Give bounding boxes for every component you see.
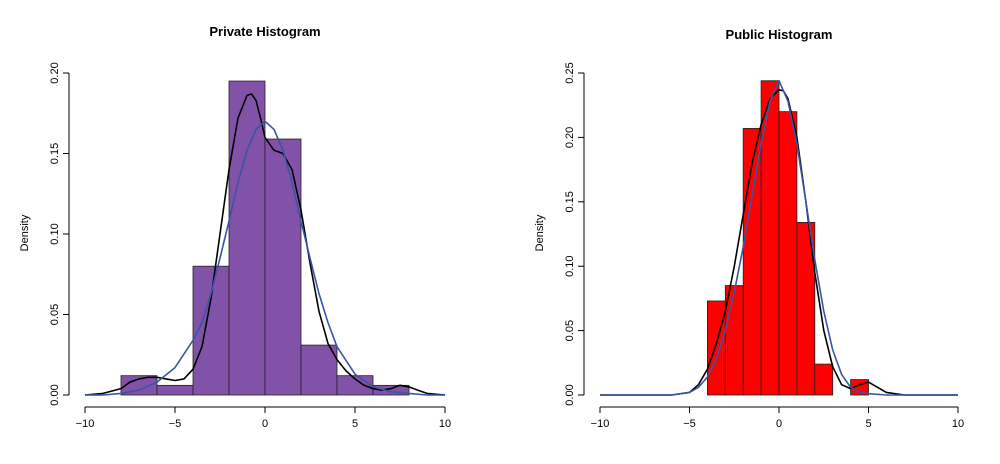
y-axis: 0.00 0.05 0.10 0.15 0.20 0.25 bbox=[564, 62, 585, 406]
x-tick-label: 10 bbox=[952, 418, 964, 430]
histogram-bar bbox=[156, 384, 194, 396]
x-axis: −10 −5 0 5 10 bbox=[76, 406, 451, 430]
histogram-bars bbox=[707, 80, 869, 396]
density-curves bbox=[84, 93, 446, 396]
x-tick-label: 10 bbox=[439, 418, 451, 430]
y-tick-label: 0.10 bbox=[49, 223, 61, 244]
x-tick-label: 5 bbox=[865, 418, 871, 430]
x-tick-label: 0 bbox=[776, 418, 782, 430]
x-tick-label: −5 bbox=[169, 418, 182, 430]
x-tick-label: −5 bbox=[683, 418, 696, 430]
y-axis: 0.00 0.05 0.10 0.15 0.20 bbox=[49, 62, 70, 406]
histogram-bar bbox=[264, 138, 302, 396]
y-tick-label: 0.10 bbox=[564, 255, 576, 276]
histogram-bar bbox=[707, 300, 726, 396]
histogram-bar bbox=[724, 285, 744, 396]
histogram-bar bbox=[192, 265, 230, 396]
histogram-bar bbox=[778, 111, 798, 396]
density-curve-blue bbox=[85, 120, 445, 396]
y-tick-label: 0.00 bbox=[49, 384, 61, 405]
y-tick-label: 0.20 bbox=[49, 62, 61, 83]
y-tick-label: 0.05 bbox=[564, 320, 576, 341]
x-tick-label: 0 bbox=[262, 418, 268, 430]
histogram-bar bbox=[300, 344, 338, 396]
private-histogram-panel: Private Histogram Density −10 −5 0 5 10 0.00… bbox=[19, 24, 451, 430]
y-tick-label: 0.15 bbox=[564, 191, 576, 212]
x-tick-label: 5 bbox=[352, 418, 358, 430]
y-tick-label: 0.05 bbox=[49, 304, 61, 325]
histogram-bar bbox=[372, 384, 410, 396]
chart-title: Private Histogram bbox=[209, 24, 320, 39]
y-tick-label: 0.20 bbox=[564, 127, 576, 148]
density-curves bbox=[600, 79, 958, 396]
histogram-bar bbox=[228, 80, 266, 396]
y-tick-label: 0.25 bbox=[564, 62, 576, 83]
y-axis-label: Density bbox=[534, 214, 546, 251]
histogram-bar bbox=[796, 222, 816, 396]
chart-title: Public Histogram bbox=[726, 27, 833, 42]
histogram-bar bbox=[742, 127, 762, 396]
public-histogram-panel: Public Histogram Density −10 −5 0 5 10 0.000… bbox=[534, 27, 964, 430]
histogram-bar bbox=[814, 363, 834, 396]
y-axis-label: Density bbox=[19, 214, 31, 251]
x-tick-label: −10 bbox=[76, 418, 95, 430]
x-axis: −10 −5 0 5 10 bbox=[591, 406, 964, 430]
density-curve-blue bbox=[600, 79, 958, 396]
x-tick-label: −10 bbox=[591, 418, 610, 430]
y-tick-label: 0.00 bbox=[564, 384, 576, 405]
y-tick-label: 0.15 bbox=[49, 143, 61, 164]
